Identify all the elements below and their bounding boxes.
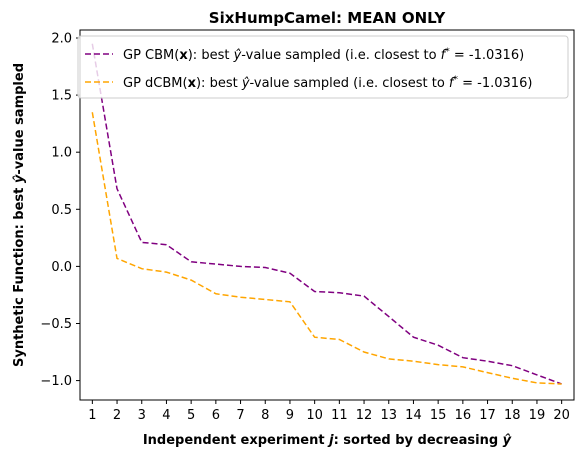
x-tick-label: 1: [88, 408, 96, 423]
x-tick-label: 14: [405, 408, 422, 423]
x-tick-label: 8: [261, 408, 269, 423]
x-tick-label: 15: [430, 408, 447, 423]
y-tick-label: 1.5: [51, 89, 72, 104]
y-axis-label: Synthetic Function: best ŷ-value sampled: [12, 63, 27, 367]
y-tick-label: 1.0: [51, 146, 72, 161]
series-group: [91, 43, 562, 385]
x-tick-label: 3: [138, 408, 146, 423]
legend-box: [77, 35, 569, 99]
chart-title: SixHumpCamel: MEAN ONLY: [209, 9, 447, 27]
x-tick-label: 7: [236, 408, 244, 423]
x-tick-label: 5: [187, 408, 195, 423]
y-axis-ticks: −1.0 −0.5 0.0 0.5 1.0 1.5 2.0: [40, 31, 80, 389]
x-tick-label: 17: [479, 408, 496, 423]
x-tick-label: 16: [455, 408, 472, 423]
y-tick-label: −0.5: [40, 317, 72, 332]
x-tick-label: 13: [380, 408, 397, 423]
x-tick-label: 2: [113, 408, 121, 423]
x-axis-ticks: 1 2 3 4 5 6 7 8 9 10 11 12 13 14 15 16 17 18 19 20: [88, 400, 570, 423]
y-tick-label: 0.5: [51, 203, 72, 218]
legend-label-dcbm: GP dCBM(x): best ŷ-value sampled (i.e. c…: [123, 75, 532, 91]
legend-label-cbm: GP CBM(x): best ŷ-value sampled (i.e. cl…: [123, 47, 524, 63]
x-tick-label: 12: [356, 408, 373, 423]
legend: GP CBM(x): best ŷ-value sampled (i.e. cl…: [77, 35, 569, 99]
x-tick-label: 10: [306, 408, 323, 423]
y-tick-label: −1.0: [40, 374, 72, 389]
x-axis-label: Independent experiment j: sorted by decr…: [143, 433, 512, 448]
x-tick-label: 4: [162, 408, 170, 423]
series-line-0: [91, 43, 562, 385]
y-tick-label: 0.0: [51, 260, 72, 275]
x-tick-label: 19: [529, 408, 546, 423]
x-tick-label: 11: [331, 408, 348, 423]
y-tick-label: 2.0: [51, 31, 72, 46]
x-tick-label: 20: [553, 408, 570, 423]
x-tick-label: 9: [286, 408, 294, 423]
series-line-1: [91, 112, 562, 385]
x-tick-label: 6: [212, 408, 220, 423]
plot-area-frame: [79, 29, 575, 401]
x-tick-label: 18: [504, 408, 521, 423]
